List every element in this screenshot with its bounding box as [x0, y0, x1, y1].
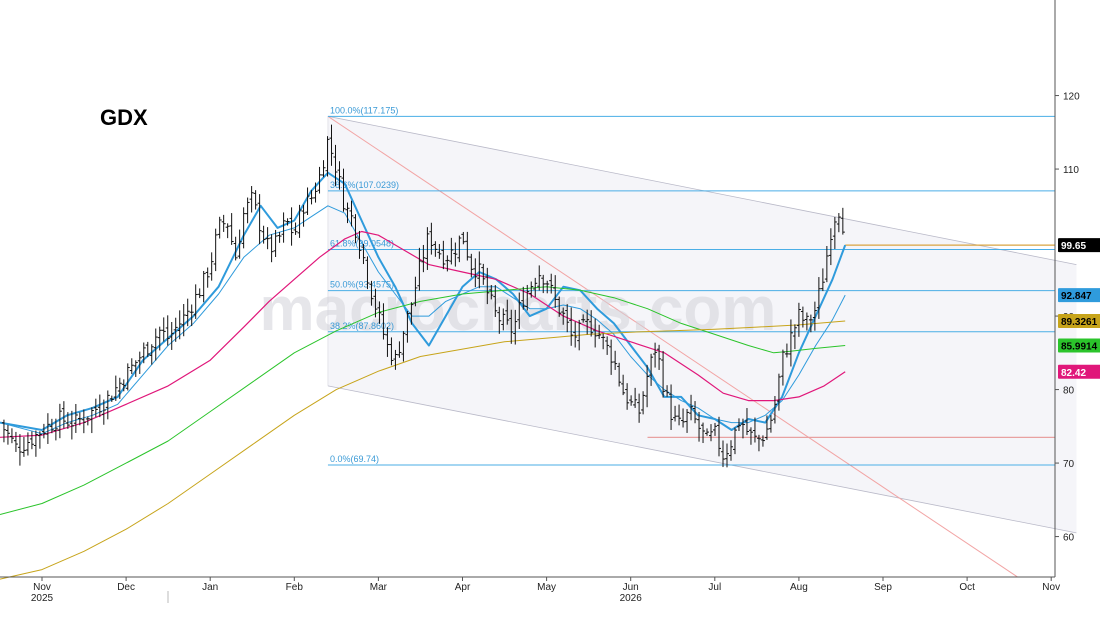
- fib-level-label: 38.6%(107.0239): [330, 180, 399, 190]
- price-tag-label: 92.847: [1061, 291, 1092, 302]
- watermark-text: macrocharts.com: [260, 275, 777, 344]
- x-tick-label: May: [537, 582, 556, 593]
- price-tag-label: 85.9914: [1061, 342, 1098, 353]
- moving-average-line: [0, 171, 847, 431]
- moving-average-line: [0, 286, 846, 515]
- fib-level-label: 0.0%(69.74): [330, 454, 379, 464]
- fib-level-label: 100.0%(117.175): [330, 105, 398, 115]
- x-year-label: 2025: [31, 593, 54, 604]
- x-tick-label: Jun: [623, 582, 639, 593]
- fib-level-label: 38.2%(87.8602): [330, 321, 394, 331]
- y-tick-label: 110: [1063, 165, 1079, 176]
- y-tick-label: 120: [1063, 92, 1080, 103]
- x-year-label: 2026: [620, 593, 643, 604]
- x-tick-label: Nov: [33, 582, 51, 593]
- fib-level-label: 50.0%(93.4575): [330, 280, 394, 290]
- channel-lower-line: [327, 385, 1077, 534]
- price-tag-label: 89.3261: [1061, 317, 1098, 328]
- downtrend-line: [327, 115, 1018, 578]
- x-tick-label: Jul: [708, 582, 721, 593]
- x-tick-label: Oct: [959, 582, 975, 593]
- x-tick-label: Dec: [117, 582, 135, 593]
- price-tag-box: [1058, 238, 1100, 253]
- price-tag-box: [1058, 338, 1100, 353]
- price-tag-box: [1058, 288, 1100, 303]
- price-tag-label: 99.65: [1061, 241, 1086, 252]
- x-tick-label: Mar: [370, 582, 388, 593]
- x-tick-label: Feb: [286, 582, 304, 593]
- price-tag-box: [1058, 364, 1100, 379]
- price-tag-label: 82.42: [1061, 368, 1086, 379]
- chart-title: GDX: [100, 105, 148, 130]
- x-tick-label: Jan: [202, 582, 218, 593]
- channel-band: [327, 116, 1077, 533]
- y-tick-label: 60: [1063, 533, 1075, 544]
- x-tick-label: Aug: [790, 582, 808, 593]
- x-tick-label: Nov: [1042, 582, 1060, 593]
- price-tag-box: [1058, 314, 1100, 329]
- x-tick-label: Sep: [874, 582, 892, 593]
- moving-average-line: [0, 230, 846, 438]
- moving-average-line: [0, 320, 846, 580]
- y-tick-label: 70: [1063, 459, 1075, 470]
- y-tick-label: 80: [1063, 386, 1075, 397]
- x-tick-label: Apr: [455, 582, 471, 593]
